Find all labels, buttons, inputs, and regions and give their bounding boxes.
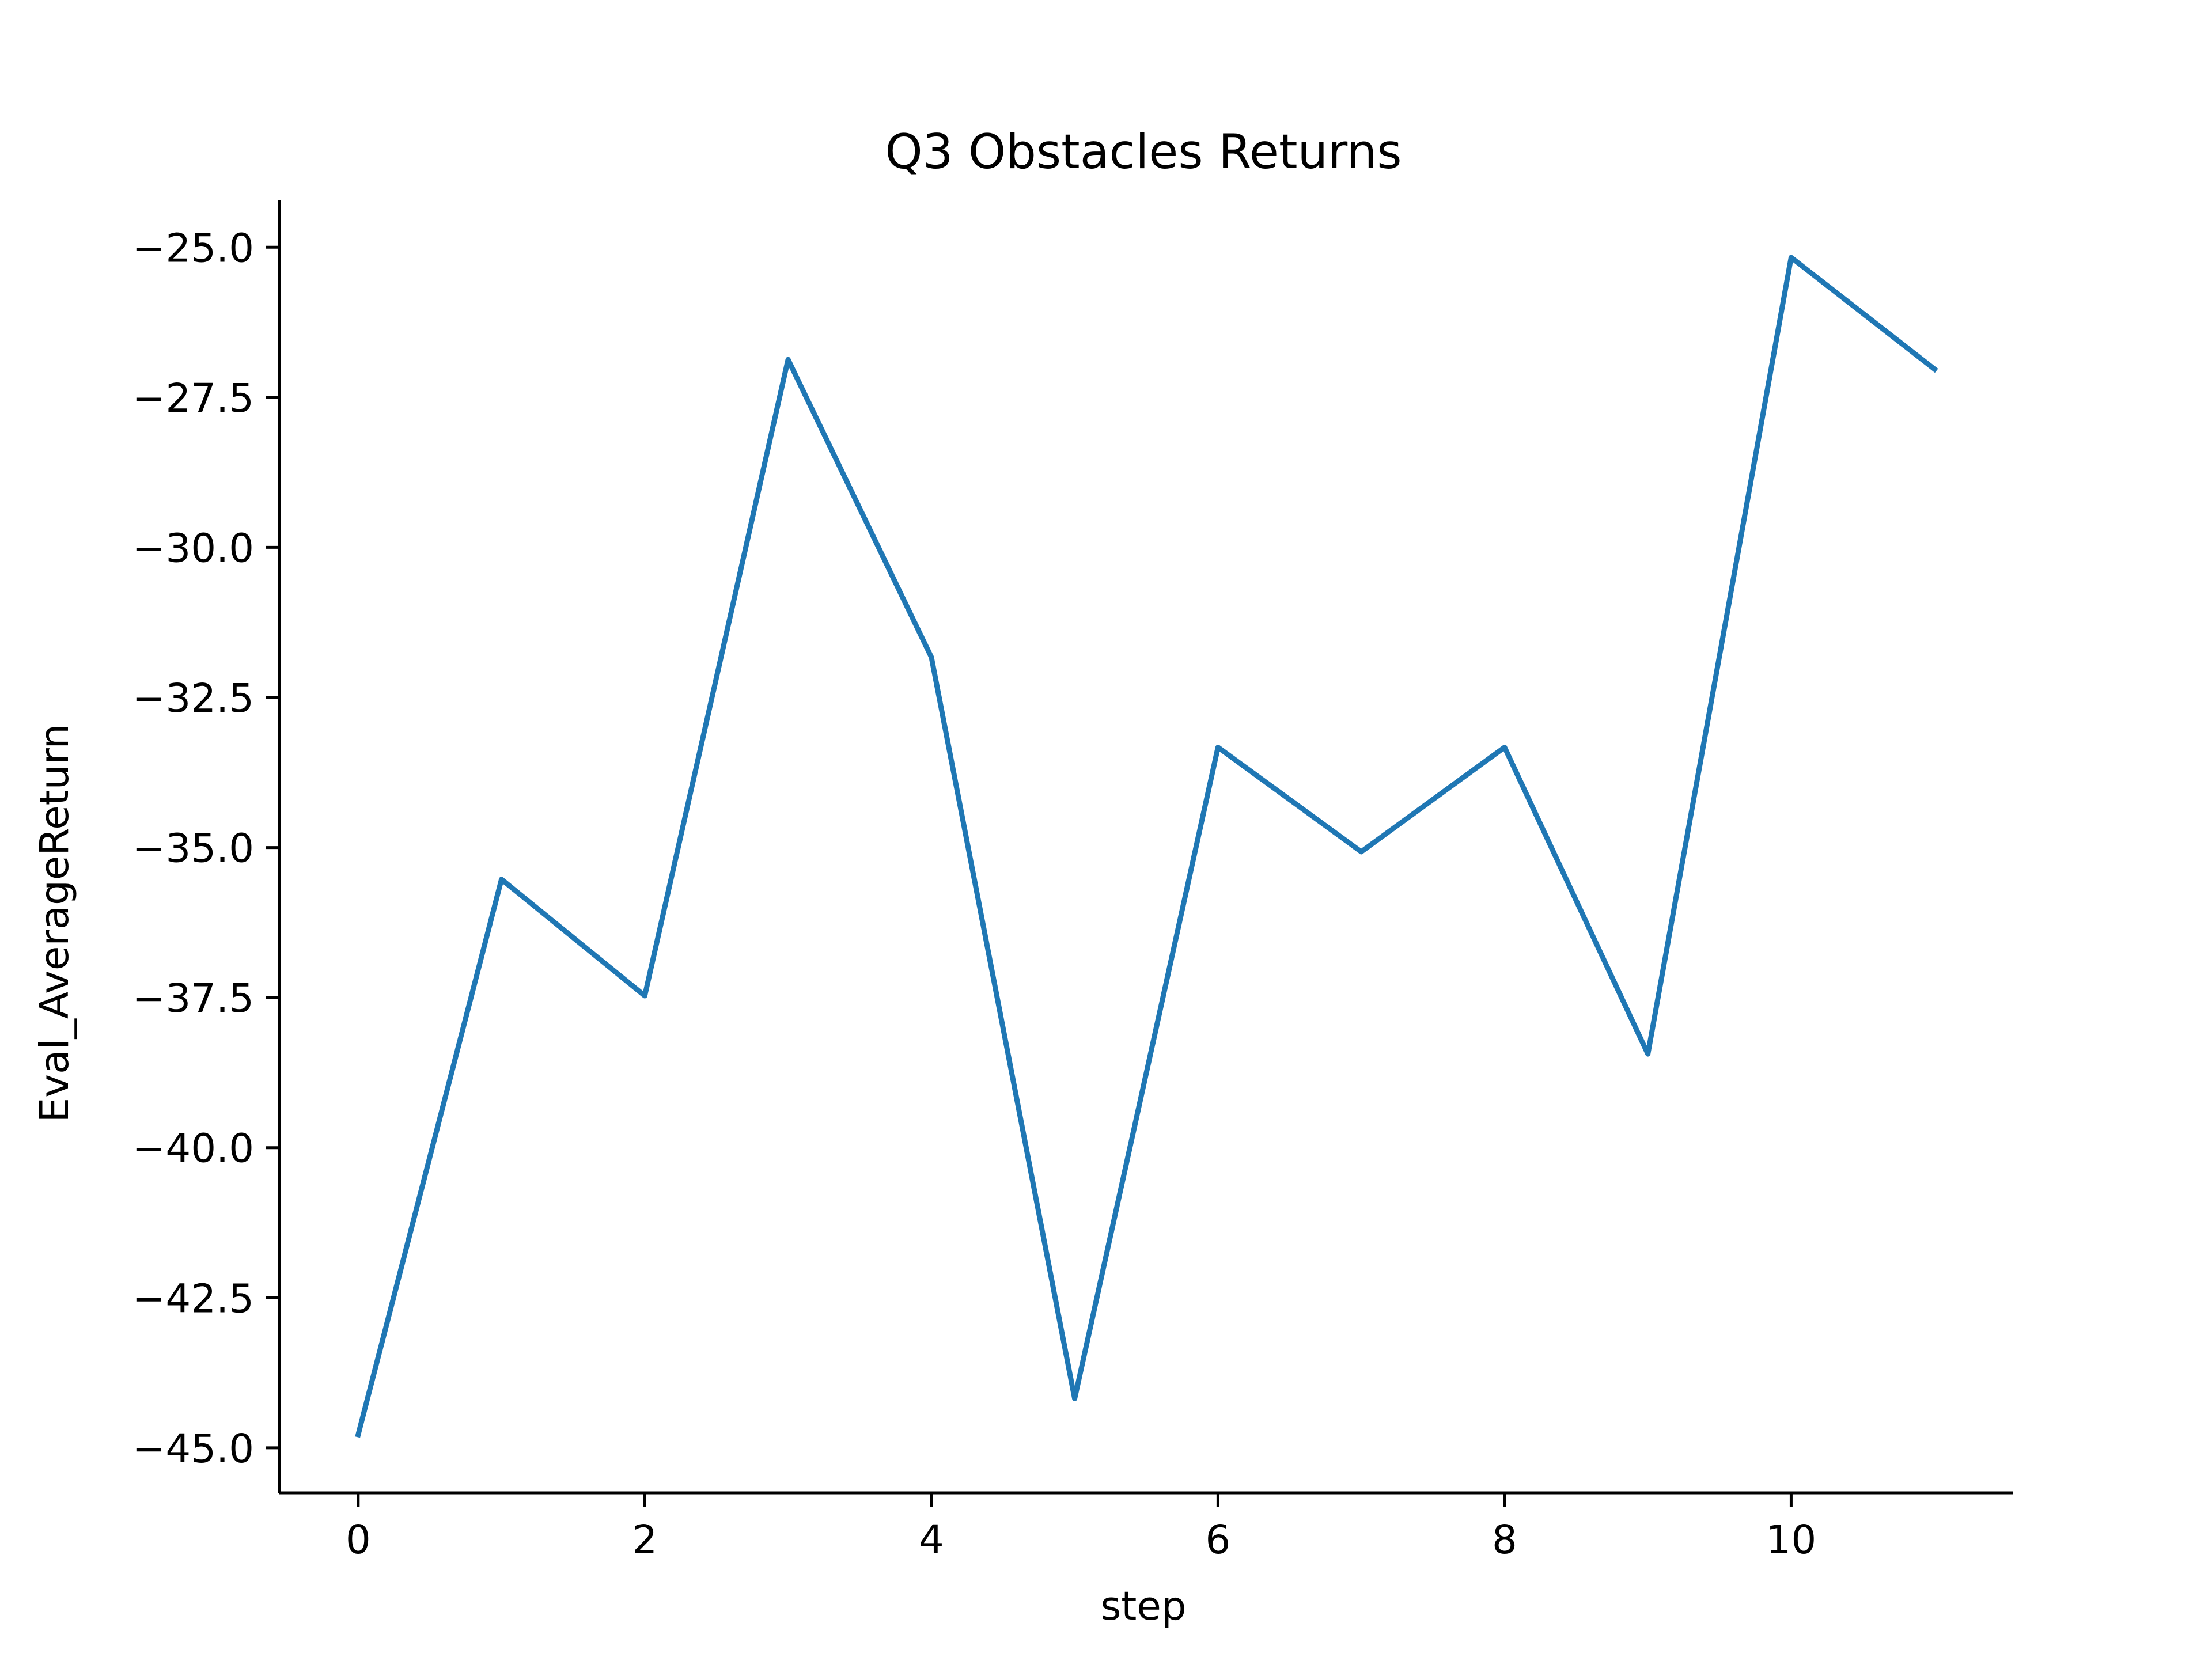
y-tick-label: −25.0 <box>132 225 254 271</box>
y-tick-label: −45.0 <box>132 1426 254 1472</box>
x-tick-label: 10 <box>1766 1517 1817 1563</box>
x-axis-label: step <box>1100 1583 1186 1629</box>
chart-title: Q3 Obstacles Returns <box>885 124 1402 180</box>
y-tick-label: −32.5 <box>132 676 254 722</box>
y-tick-label: −40.0 <box>132 1126 254 1172</box>
y-tick-label: −27.5 <box>132 376 254 422</box>
x-tick-label: 4 <box>919 1517 944 1563</box>
x-tick-label: 0 <box>346 1517 371 1563</box>
y-tick-label: −30.0 <box>132 525 254 571</box>
y-tick-label: −35.0 <box>132 826 254 872</box>
y-tick-label: −37.5 <box>132 976 254 1022</box>
y-axis-label: Eval_AverageReturn <box>32 724 78 1123</box>
series-line <box>355 255 1938 1438</box>
x-tick-label: 6 <box>1205 1517 1230 1563</box>
y-tick-label: −42.5 <box>132 1276 254 1322</box>
plot-area: −25.0 −27.5 −30.0 −32.5 −35.0 −37.5 −40.0 −42.5… <box>132 200 2013 1563</box>
x-tick-label: 8 <box>1492 1517 1517 1563</box>
x-tick-label: 2 <box>632 1517 657 1563</box>
